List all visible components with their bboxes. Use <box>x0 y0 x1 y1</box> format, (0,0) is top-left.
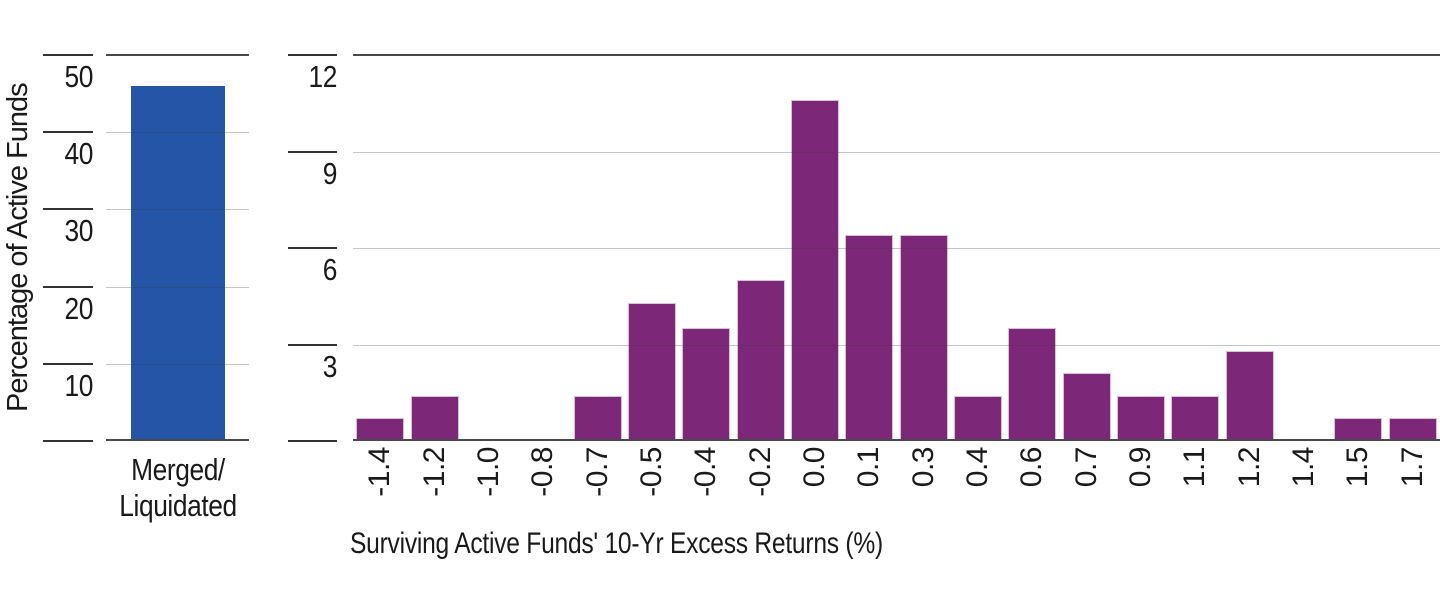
bar <box>682 328 730 441</box>
x-tick-label: -0.8 <box>526 447 559 497</box>
y-tick-label: 20 <box>64 291 94 326</box>
bar <box>131 86 225 441</box>
x-tick-label: 1.7 <box>1396 447 1429 488</box>
y-axis-tick <box>43 363 93 365</box>
bar <box>411 396 459 441</box>
x-tick-label: 0.9 <box>1124 447 1157 488</box>
x-tick-label: 1.5 <box>1341 447 1374 488</box>
y-axis-tick <box>43 54 93 56</box>
y-axis-tick <box>288 151 337 153</box>
gridline <box>353 248 1440 249</box>
x-axis-title: Surviving Active Funds' 10-Yr Excess Ret… <box>350 527 883 560</box>
bar <box>1171 396 1219 441</box>
y-axis-tick <box>43 440 93 442</box>
y-tick-label: 3 <box>322 349 338 384</box>
bar <box>356 418 404 441</box>
bar <box>845 235 893 441</box>
category-label-line-1: Merged/ <box>131 452 225 487</box>
x-tick-label: 1.4 <box>1287 447 1320 488</box>
x-tick-label: -1.0 <box>472 447 505 497</box>
y-tick-label: 6 <box>322 252 338 287</box>
gridline <box>106 132 249 133</box>
x-tick-label: -0.2 <box>744 447 777 497</box>
y-axis-title: Percentage of Active Funds <box>2 83 34 413</box>
x-tick-label: 1.2 <box>1233 447 1266 488</box>
y-tick-label: 30 <box>64 213 94 248</box>
y-axis-tick <box>43 286 93 288</box>
bar <box>900 235 948 441</box>
x-tick-label: -0.4 <box>689 447 722 497</box>
y-axis-tick <box>288 247 337 249</box>
x-tick-label: 0.1 <box>852 447 885 488</box>
x-tick-label: 0.6 <box>1015 447 1048 488</box>
gridline <box>106 287 249 288</box>
gridline <box>106 364 249 365</box>
x-tick-label: -1.2 <box>418 447 451 497</box>
category-label-merged-liquidated: Merged/ Liquidated <box>93 452 263 524</box>
axis-baseline <box>353 439 1440 441</box>
axis-top-line <box>106 54 249 56</box>
y-axis-tick <box>43 131 93 133</box>
bar <box>1008 328 1056 441</box>
y-axis-tick <box>288 344 337 346</box>
gridline <box>353 345 1440 346</box>
gridline <box>106 209 249 210</box>
y-tick-label: 12 <box>308 59 338 94</box>
y-axis-tick <box>43 208 93 210</box>
axis-baseline <box>106 439 249 441</box>
gridline <box>353 152 1440 153</box>
x-tick-label: 0.0 <box>798 447 831 488</box>
x-tick-label: 1.1 <box>1178 447 1211 488</box>
bar <box>628 303 676 441</box>
y-tick-label: 9 <box>322 156 338 191</box>
y-tick-label: 10 <box>64 368 94 403</box>
bar <box>1389 418 1437 441</box>
x-tick-label: 0.3 <box>907 447 940 488</box>
y-tick-label: 50 <box>64 59 94 94</box>
category-label-line-2: Liquidated <box>119 488 237 523</box>
x-tick-label: 0.4 <box>961 447 994 488</box>
bar <box>1226 351 1274 441</box>
bar <box>791 100 839 441</box>
bar <box>1334 418 1382 441</box>
x-tick-label: -0.7 <box>581 447 614 497</box>
y-axis-tick <box>288 54 337 56</box>
axis-top-line <box>353 54 1440 56</box>
x-tick-label: -1.4 <box>363 447 396 497</box>
x-tick-label: 0.7 <box>1070 447 1103 488</box>
y-axis-tick <box>288 440 337 442</box>
y-tick-label: 40 <box>64 136 94 171</box>
bar <box>954 396 1002 441</box>
bar <box>1063 373 1111 441</box>
bar <box>1117 396 1165 441</box>
bar <box>737 280 785 441</box>
x-tick-label: -0.5 <box>635 447 668 497</box>
bar <box>574 396 622 441</box>
